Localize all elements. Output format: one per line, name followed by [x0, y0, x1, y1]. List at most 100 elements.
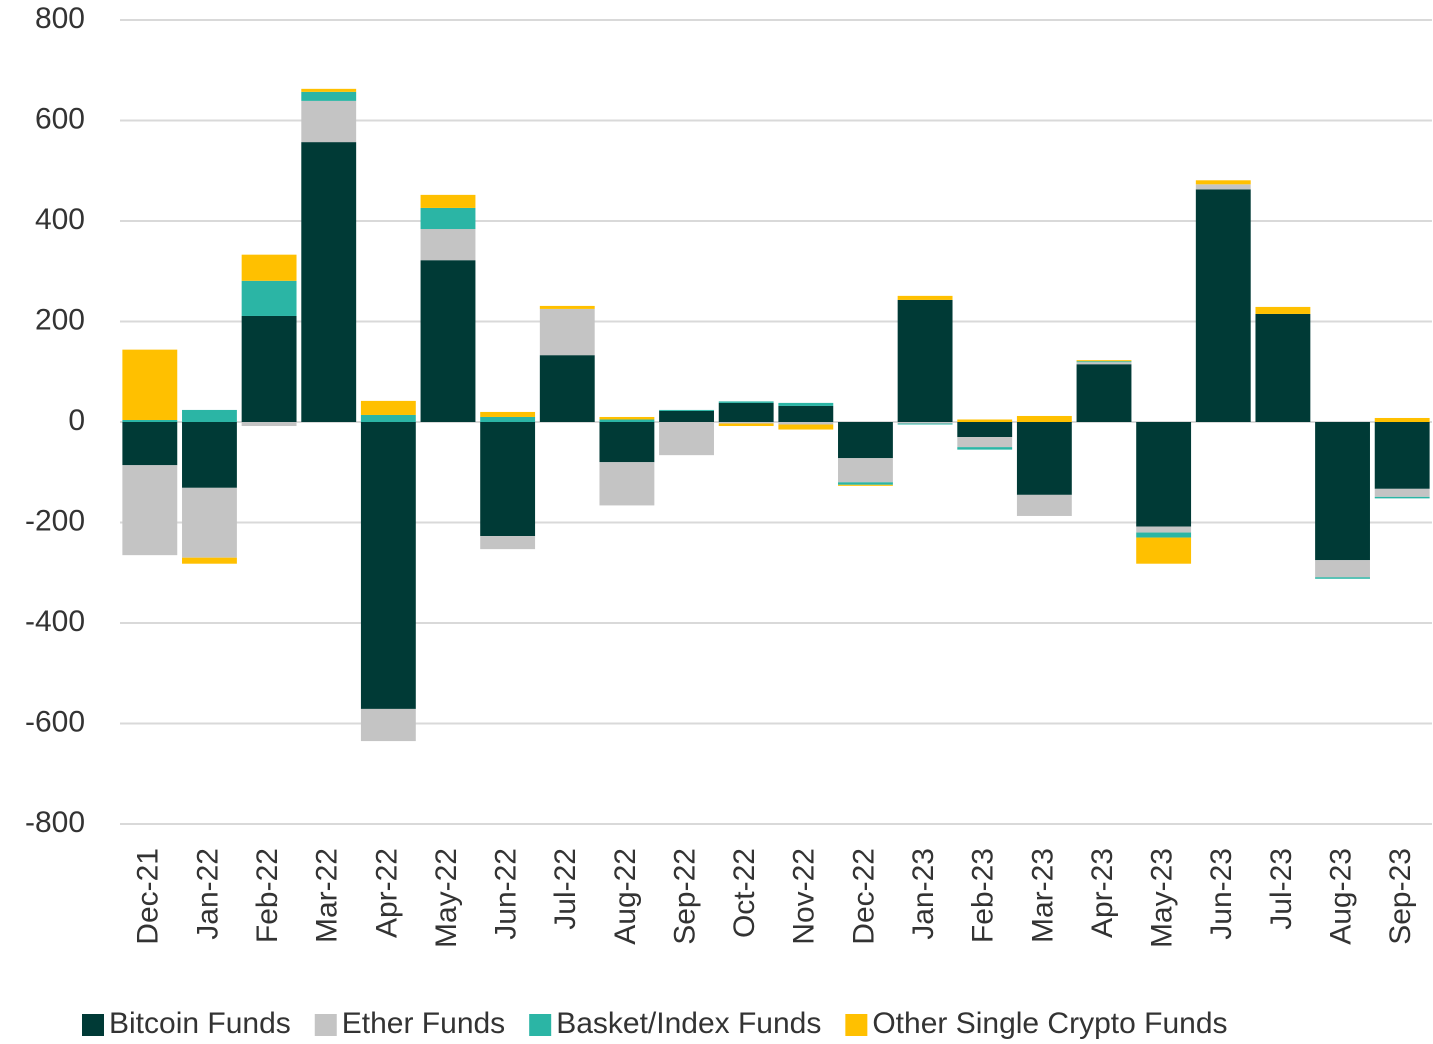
- bar-segment: [420, 194, 476, 208]
- bar-segment: [1315, 560, 1370, 578]
- bar-segment: [182, 409, 237, 422]
- x-tick-label: Jun-23: [1205, 848, 1238, 940]
- bar-segment: [360, 422, 416, 709]
- x-tick-label: Feb-23: [967, 848, 1000, 943]
- x-tick-label: Apr-22: [370, 848, 403, 938]
- bar-segment: [838, 422, 893, 459]
- bar-segment: [1076, 364, 1132, 422]
- bar-segment: [718, 423, 774, 427]
- legend-swatch: [82, 1014, 104, 1036]
- legend-label: Other Single Crypto Funds: [872, 1007, 1227, 1040]
- bar-segment: [1076, 360, 1132, 362]
- bar-segment: [599, 422, 655, 463]
- legend-swatch: [529, 1014, 552, 1036]
- x-tick-label: Dec-21: [132, 848, 165, 945]
- bar-segment: [957, 419, 1013, 422]
- bar-segment: [480, 536, 536, 550]
- bar-segment: [122, 419, 178, 422]
- x-tick-label: Aug-22: [609, 848, 642, 945]
- bar-segment: [182, 557, 237, 564]
- bar-segment: [360, 708, 416, 742]
- x-tick-label: Dec-22: [847, 848, 880, 945]
- bar-segment: [778, 422, 834, 425]
- bar-segment: [1374, 417, 1430, 422]
- bar-segment: [182, 422, 237, 488]
- y-tick-label: 800: [35, 2, 85, 35]
- x-tick-label: Jun-22: [490, 848, 523, 940]
- x-tick-label: Jan-23: [907, 848, 940, 940]
- bar-segment: [778, 405, 834, 422]
- bar-segment: [1016, 422, 1072, 495]
- bar-segment: [1016, 494, 1072, 516]
- bar-segment: [241, 280, 297, 316]
- x-tick-label: Sep-22: [668, 848, 701, 945]
- bar-segment: [539, 308, 595, 356]
- bar-segment: [1076, 361, 1132, 363]
- bar-segment: [778, 424, 834, 430]
- bar-segment: [599, 416, 655, 420]
- bar-segment: [1315, 422, 1370, 561]
- bar-segment: [420, 207, 476, 230]
- legend-swatch: [845, 1014, 868, 1036]
- bar-segment: [1136, 526, 1192, 533]
- x-tick-label: Feb-22: [251, 848, 284, 943]
- bar-segment: [599, 462, 655, 506]
- bar-segment: [838, 458, 893, 483]
- y-tick-label: -600: [25, 705, 85, 738]
- bar-segment: [838, 482, 893, 485]
- bar-segment: [480, 416, 536, 422]
- bar-segment: [122, 422, 178, 466]
- legend-label: Basket/Index Funds: [556, 1007, 821, 1040]
- bar-segment: [480, 422, 536, 537]
- y-tick-label: -800: [25, 806, 85, 839]
- x-tick-label: Sep-23: [1384, 848, 1417, 945]
- x-tick-label: Apr-23: [1086, 848, 1119, 938]
- bar-segment: [957, 447, 1013, 450]
- bar-segment: [1195, 184, 1251, 190]
- legend-label: Bitcoin Funds: [109, 1007, 291, 1040]
- legend-swatch: [314, 1014, 337, 1036]
- bar-segment: [420, 229, 476, 261]
- bar-segment: [1016, 415, 1072, 422]
- bar-segment: [1374, 496, 1430, 499]
- bar-segment: [360, 414, 416, 422]
- x-tick-label: Mar-23: [1026, 848, 1059, 943]
- bar-segment: [1195, 180, 1251, 185]
- bar-segment: [1076, 362, 1132, 365]
- x-tick-label: Aug-23: [1324, 848, 1357, 945]
- bar-segment: [480, 411, 536, 417]
- x-tick-label: Jan-22: [191, 848, 224, 940]
- legend-label: Ether Funds: [342, 1007, 505, 1040]
- bar-segment: [1255, 313, 1311, 422]
- bar-segment: [1136, 532, 1192, 538]
- bar-segment: [360, 400, 416, 415]
- x-tick-label: Jul-23: [1265, 848, 1298, 930]
- bar-segment: [420, 260, 476, 422]
- y-tick-label: 600: [35, 102, 85, 135]
- bar-segment: [241, 254, 297, 281]
- bar-segment: [897, 422, 953, 424]
- bar-segment: [897, 299, 953, 422]
- y-tick-label: 0: [68, 404, 85, 437]
- bar-segment: [1374, 488, 1430, 497]
- bar-segment: [301, 88, 357, 92]
- bar-segment: [301, 91, 357, 101]
- bar-segment: [659, 422, 714, 456]
- bar-segment: [957, 422, 1013, 438]
- bar-segment: [1374, 422, 1430, 489]
- x-tick-label: Mar-22: [311, 848, 344, 943]
- bar-segment: [659, 409, 714, 411]
- bar-segment: [957, 437, 1013, 448]
- bar-segment: [718, 422, 774, 424]
- bar-segment: [897, 423, 953, 425]
- x-tick-label: May-22: [430, 848, 463, 948]
- bar-segment: [301, 100, 357, 143]
- bar-segment: [539, 305, 595, 309]
- x-tick-label: May-23: [1146, 848, 1179, 948]
- x-tick-label: Oct-22: [728, 848, 761, 938]
- bar-segment: [539, 355, 595, 422]
- bar-segment: [897, 295, 953, 300]
- y-tick-label: -200: [25, 504, 85, 537]
- bar-segment: [122, 349, 178, 420]
